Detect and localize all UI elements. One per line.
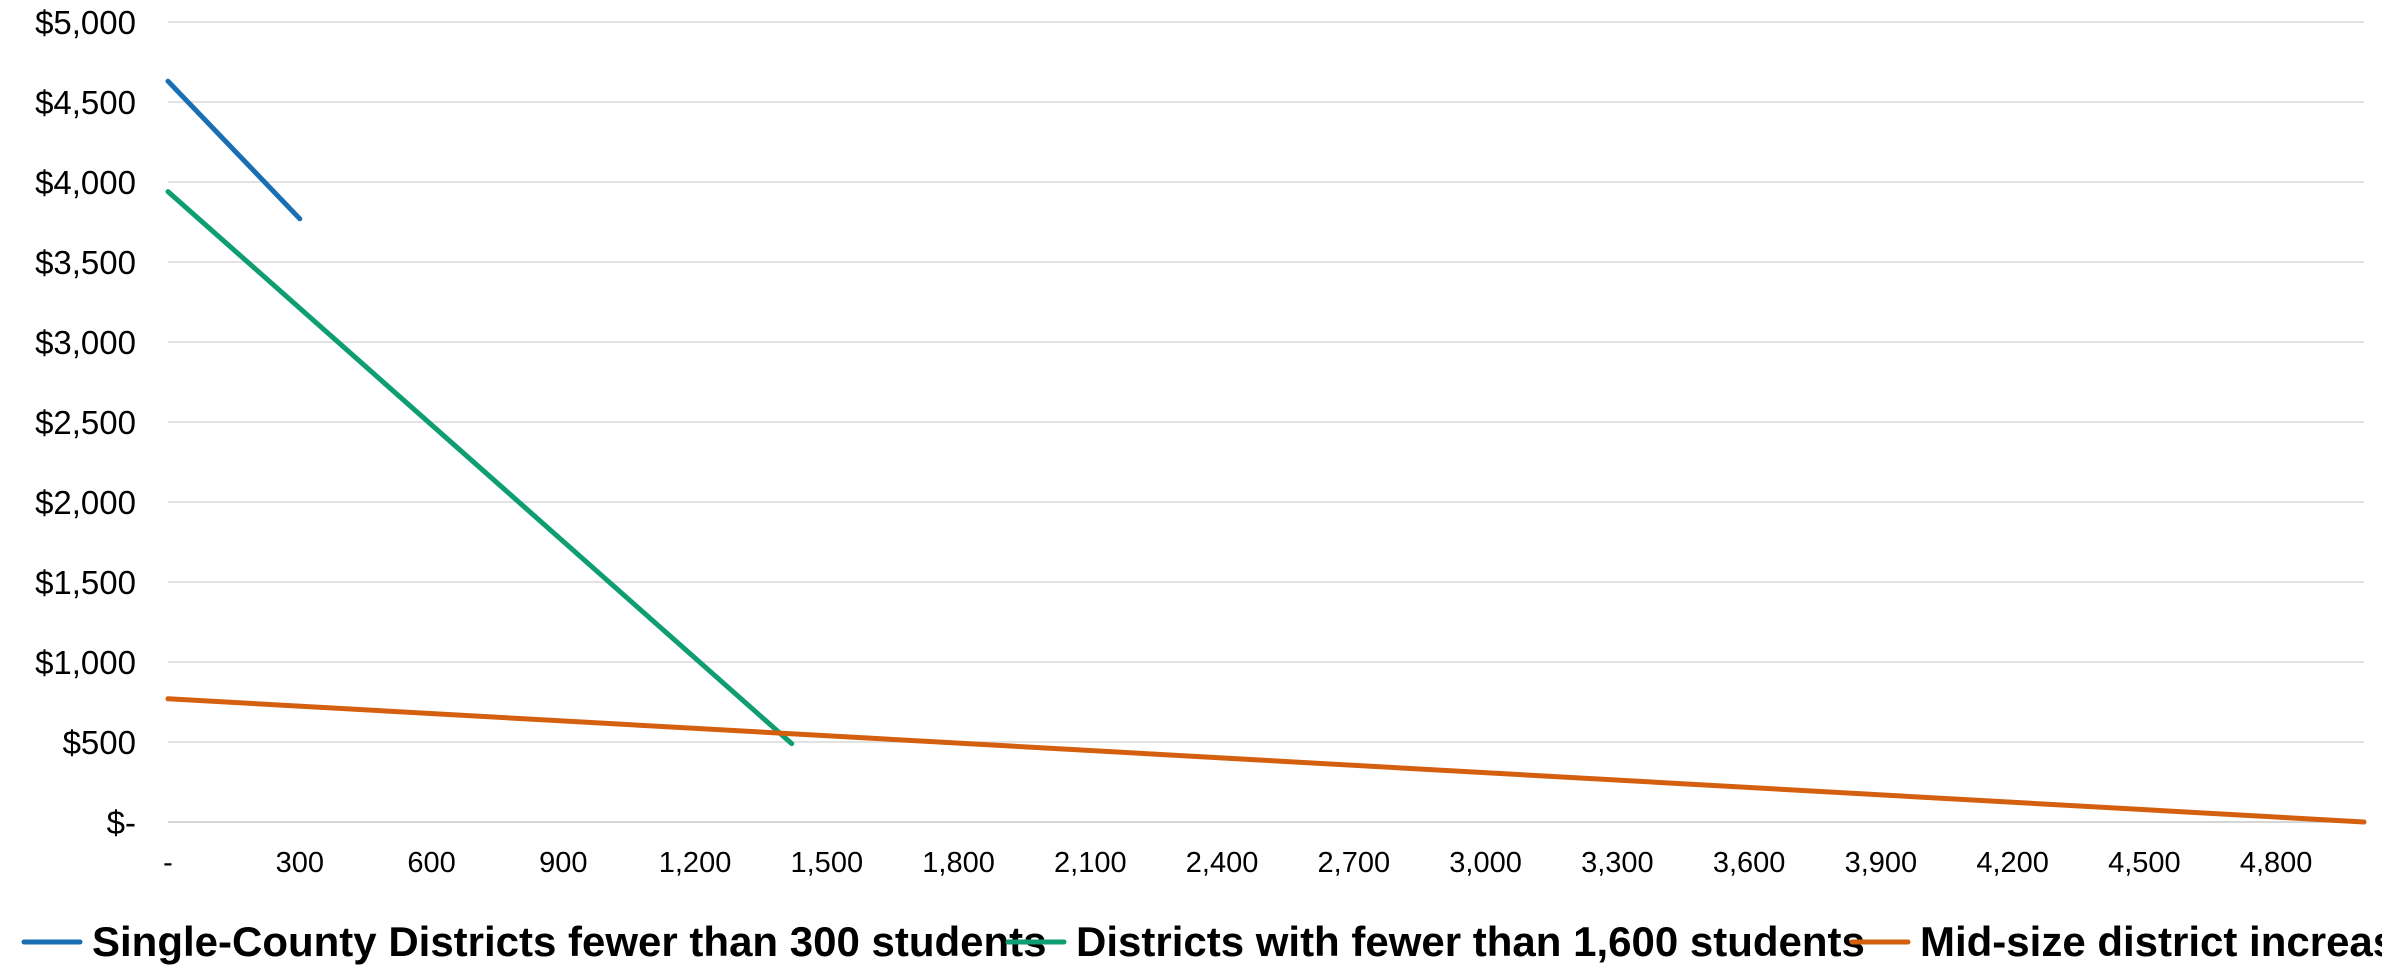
x-tick-label: 1,800 xyxy=(922,847,995,879)
x-tick-label: 3,900 xyxy=(1845,847,1918,879)
x-tick-label: 3,600 xyxy=(1713,847,1786,879)
gridlines xyxy=(168,21,2364,823)
x-axis-tick-labels: - 300 600 900 1,200 1,500 1,800 2,100 2,400 2,700… xyxy=(163,847,2312,879)
y-tick-label: $2,000 xyxy=(35,484,136,521)
y-tick-label: $1,500 xyxy=(35,564,136,601)
y-axis-tick-labels: $- $500 $1,000 $1,500 $2,000 $2,500 $3,000 $3,5… xyxy=(35,4,136,841)
series-line-1 xyxy=(165,78,303,222)
series-line-2 xyxy=(165,189,795,747)
x-tick-label: 600 xyxy=(407,847,455,879)
x-tick-label: 3,300 xyxy=(1581,847,1654,879)
x-tick-label: 2,700 xyxy=(1318,847,1391,879)
y-tick-label: $500 xyxy=(63,724,136,761)
y-tick-label: $4,000 xyxy=(35,164,136,201)
x-tick-label: 4,200 xyxy=(1976,847,2049,879)
x-tick-label: 4,500 xyxy=(2108,847,2181,879)
y-tick-label: $2,500 xyxy=(35,404,136,441)
x-tick-label: 3,000 xyxy=(1449,847,1522,879)
y-tick-label: $3,500 xyxy=(35,244,136,281)
x-tick-label: 300 xyxy=(276,847,324,879)
legend-label: Single-County Districts fewer than 300 s… xyxy=(92,918,1047,965)
x-tick-label: 4,800 xyxy=(2240,847,2313,879)
y-tick-label: $5,000 xyxy=(35,4,136,41)
legend-label: Districts with fewer than 1,600 students xyxy=(1076,918,1865,965)
y-tick-label: $3,000 xyxy=(35,324,136,361)
x-tick-label: 1,200 xyxy=(659,847,732,879)
series-lines xyxy=(165,78,2367,825)
x-tick-label: 900 xyxy=(539,847,587,879)
x-tick-label: 1,500 xyxy=(791,847,864,879)
x-tick-label: 2,100 xyxy=(1054,847,1127,879)
legend: Single-County Districts fewer than 300 s… xyxy=(21,918,2382,965)
series-line-3 xyxy=(165,696,2367,825)
y-tick-label: $1,000 xyxy=(35,644,136,681)
x-tick-label: - xyxy=(163,847,173,879)
legend-label: Mid-size district increase xyxy=(1920,918,2382,965)
x-tick-label: 2,400 xyxy=(1186,847,1259,879)
y-tick-label: $- xyxy=(107,804,136,841)
y-tick-label: $4,500 xyxy=(35,84,136,121)
